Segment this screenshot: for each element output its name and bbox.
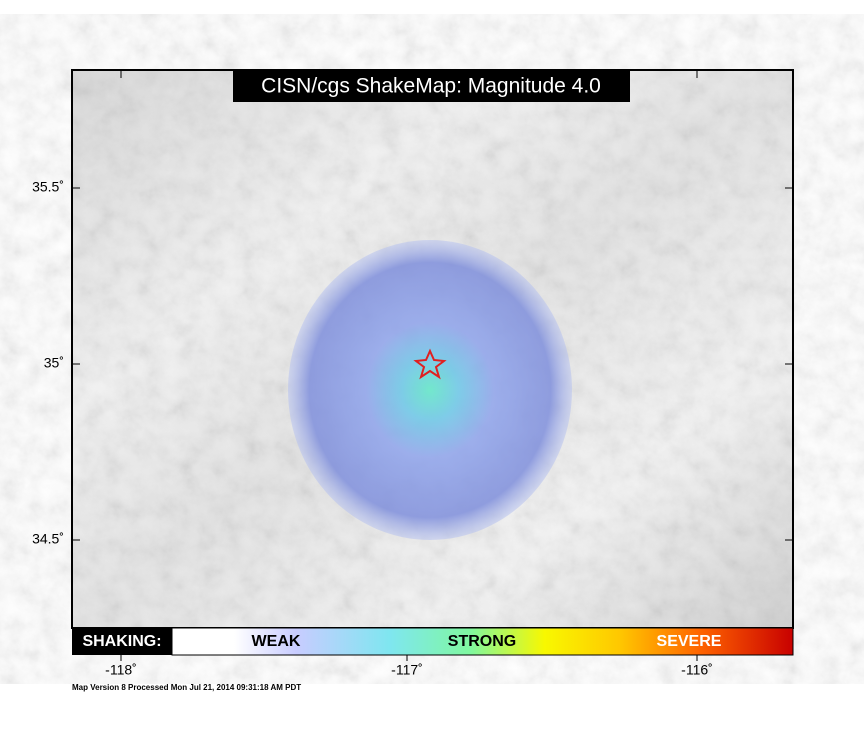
epicenter [413,348,447,380]
legend-heading: SHAKING: [82,633,161,650]
title: CISN/cgs ShakeMap: Magnitude 4.0 [261,75,601,98]
legend: SHAKING: WEAK STRONG SEVERE [72,627,794,656]
lon-label: -116˚ [681,662,713,678]
lon-label: -117˚ [391,662,423,678]
lon-label: -118˚ [105,662,137,678]
legend-label: SEVERE [657,633,722,650]
shaking-intensity [288,240,572,540]
color-scale [171,627,794,656]
legend-heading-box [72,628,172,655]
legend-label: STRONG [448,633,516,650]
legend-label: WEAK [252,633,301,650]
lat-label: 35.5˚ [32,179,64,195]
lat-label: 35˚ [44,355,64,371]
footer: Map Version 8 Processed Mon Jul 21, 2014… [72,683,301,692]
lat-label: 34.5˚ [32,531,64,547]
lon-axis: -118˚ -117˚ -116˚ [105,70,713,678]
title-box [233,70,630,102]
lat-axis: 35.5˚ 35˚ 34.5˚ [32,179,793,547]
